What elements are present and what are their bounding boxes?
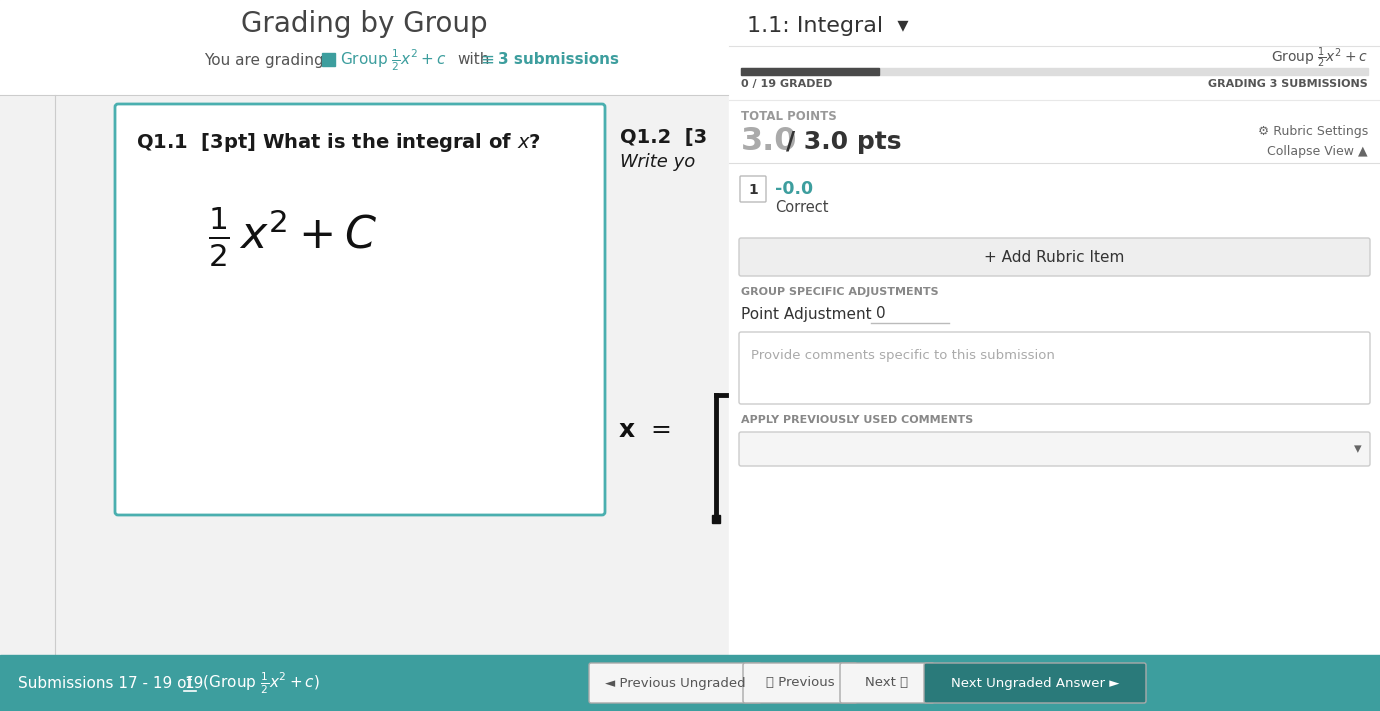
Text: Correct: Correct [776, 200, 828, 215]
Text: ≡: ≡ [480, 51, 494, 69]
Text: 3.0: 3.0 [741, 127, 798, 158]
Text: 0 / 19 GRADED: 0 / 19 GRADED [741, 79, 832, 89]
Text: $\frac{1}{2}\,x^2 + C$: $\frac{1}{2}\,x^2 + C$ [208, 205, 378, 269]
Text: + Add Rubric Item: + Add Rubric Item [984, 250, 1125, 264]
Text: Collapse View ▲: Collapse View ▲ [1267, 146, 1368, 159]
Text: (Group $\frac{1}{2}x^2 + c$): (Group $\frac{1}{2}x^2 + c$) [197, 670, 320, 696]
Bar [322, 53, 335, 66]
Text: TOTAL POINTS: TOTAL POINTS [741, 109, 836, 122]
Text: You are grading: You are grading [204, 53, 324, 68]
Text: ⏮ Previous: ⏮ Previous [766, 676, 835, 690]
Bar [0, 95, 729, 655]
Text: APPLY PREVIOUSLY USED COMMENTS: APPLY PREVIOUSLY USED COMMENTS [741, 415, 973, 425]
Bar [712, 515, 720, 523]
Bar [741, 68, 879, 75]
Text: 0: 0 [876, 306, 886, 321]
Text: ⚙ Rubric Settings: ⚙ Rubric Settings [1257, 126, 1368, 139]
Text: with: with [457, 53, 490, 68]
Text: ◄ Previous Ungraded: ◄ Previous Ungraded [604, 676, 745, 690]
Text: Point Adjustment: Point Adjustment [741, 306, 872, 321]
Text: Grading by Group: Grading by Group [240, 10, 487, 38]
Text: Next Ungraded Answer ►: Next Ungraded Answer ► [951, 676, 1119, 690]
FancyBboxPatch shape [742, 663, 857, 703]
Text: 19: 19 [184, 675, 203, 690]
Bar [741, 68, 1368, 75]
Text: / 3.0 pts: / 3.0 pts [787, 130, 901, 154]
Bar [729, 0, 1380, 655]
Text: Group $\frac{1}{2}x^2 + c$: Group $\frac{1}{2}x^2 + c$ [1271, 46, 1368, 70]
Text: Q1.2  [3: Q1.2 [3 [620, 129, 707, 147]
Text: ▾: ▾ [1354, 442, 1362, 456]
Text: GROUP SPECIFIC ADJUSTMENTS: GROUP SPECIFIC ADJUSTMENTS [741, 287, 938, 297]
Text: Provide comments specific to this submission: Provide comments specific to this submis… [751, 350, 1054, 363]
Text: $\mathbf{x}$  =: $\mathbf{x}$ = [618, 418, 671, 442]
Text: Write yo: Write yo [620, 153, 696, 171]
FancyBboxPatch shape [925, 663, 1145, 703]
Bar [0, 0, 1380, 95]
FancyBboxPatch shape [740, 238, 1370, 276]
Text: GRADING 3 SUBMISSIONS: GRADING 3 SUBMISSIONS [1209, 79, 1368, 89]
FancyBboxPatch shape [589, 663, 760, 703]
FancyBboxPatch shape [740, 332, 1370, 404]
Text: 1.1: Integral  ▾: 1.1: Integral ▾ [747, 16, 908, 36]
Text: Q1.1  [3pt] What is the integral of $x$?: Q1.1 [3pt] What is the integral of $x$? [137, 132, 541, 154]
Text: -0.0: -0.0 [776, 180, 813, 198]
Text: Group $\frac{1}{2}x^2 + c$: Group $\frac{1}{2}x^2 + c$ [339, 47, 446, 73]
Text: Next ⏭: Next ⏭ [865, 676, 908, 690]
Text: Submissions 17 - 19 of: Submissions 17 - 19 of [18, 675, 197, 690]
FancyBboxPatch shape [840, 663, 934, 703]
FancyBboxPatch shape [115, 104, 604, 515]
FancyBboxPatch shape [740, 432, 1370, 466]
Text: 3 submissions: 3 submissions [498, 53, 620, 68]
FancyBboxPatch shape [740, 176, 766, 202]
Text: 1: 1 [748, 183, 758, 197]
Bar [0, 655, 1380, 711]
